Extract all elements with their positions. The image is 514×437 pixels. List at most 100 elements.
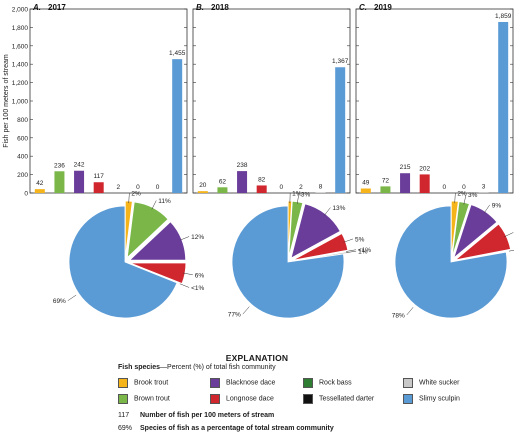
legend-item-brown-trout: Brown trout (118, 394, 170, 406)
legend-note-key: 69% (118, 425, 133, 432)
pie-leader-line (151, 200, 157, 210)
legend-subtitle: Fish species—Percent (%) of total fish c… (118, 364, 276, 371)
pie-label-brook-trout: 2% (131, 191, 141, 198)
legend-swatch (403, 394, 413, 404)
bar-longnose-dace (93, 182, 104, 193)
panel-year: 2017 (48, 3, 66, 12)
pie-leader-line (297, 193, 300, 204)
legend-item-rock-bass: Rock bass (303, 378, 352, 390)
pie-leader-line (67, 294, 77, 301)
pie-label-rock-bass: <1% (191, 285, 204, 292)
bar-value-label: 8 (319, 183, 323, 190)
bar-value-label: 1,367 (332, 58, 349, 65)
pie-leader-line (463, 194, 467, 205)
bar-value-label: 0 (156, 184, 160, 191)
pie-label-tessellated-darter: <1% (358, 247, 371, 254)
y-tick-label: 0 (24, 191, 28, 198)
legend-note-count: 117 Number of fish per 100 meters of stre… (118, 412, 274, 419)
bar-value-label: 238 (237, 162, 248, 169)
y-tick-label: 400 (17, 154, 28, 161)
bar-panel-2017: A. 2017 42 236 242 117 2 0 0 1,455 (29, 3, 188, 194)
y-tick-label: 1,400 (12, 62, 29, 69)
bar-panel-2019: C. 2019 49 72 215 202 0 0 3 1,859 (355, 3, 514, 194)
bar-value-label: 72 (382, 177, 390, 184)
panel-frame (355, 8, 514, 194)
pie-leader-line (454, 193, 456, 204)
y-tick-label: 1,800 (12, 25, 29, 32)
pie-label-blacknose-dace: 9% (492, 202, 502, 209)
legend-item-slimy-sculpin: Slimy sculpin (403, 394, 460, 406)
pie-leader-line (179, 236, 190, 241)
legend-item-blacknose-dace: Blacknose dace (210, 378, 275, 390)
legend-item-longnose-dace: Longnose dace (210, 394, 274, 406)
bar-value-label: 242 (74, 162, 85, 169)
legend-subtitle-rest: —Percent (%) of total fish community (160, 364, 276, 371)
legend-label: Slimy sculpin (419, 395, 460, 403)
pie-label-longnose-dace: 6% (195, 272, 205, 279)
panel-letter: A. (32, 3, 41, 12)
legend-label: Blacknose dace (226, 379, 276, 387)
bar-slimy-sculpin (172, 59, 183, 193)
bar-longnose-dace (419, 174, 430, 193)
pie-leader-line (504, 232, 514, 237)
figure: 02004006008001,0001,2001,4001,6001,8002,… (3, 3, 514, 319)
bar-value-label: 117 (94, 173, 105, 180)
pie-chart-2018: 1% 3%13%5%<1%1%77% (228, 191, 372, 319)
bar-value-label: 1,455 (169, 50, 186, 57)
bar-slimy-sculpin (498, 21, 509, 193)
legend-swatch (118, 394, 128, 404)
pie-chart-2017: 2% 11% 12% 6% <1% 69% (53, 191, 205, 319)
y-tick-label: 600 (17, 135, 28, 142)
legend-label: White sucker (419, 379, 460, 387)
bar-blacknose-dace (74, 170, 85, 193)
legend-item-white-sucker: White sucker (403, 378, 459, 390)
panel-year: 2018 (211, 3, 229, 12)
y-tick-label: 800 (17, 117, 28, 124)
y-tick-label: 1,600 (12, 43, 29, 50)
bar-value-label: 82 (258, 176, 266, 183)
bar-panel-2018: B. 2018 20 62 238 82 0 2 8 1,367 (192, 3, 351, 194)
pie-label-longnose-dace: 5% (355, 236, 365, 243)
legend-note-text: Species of fish as a percentage of total… (140, 425, 334, 432)
bar-value-label: 0 (462, 184, 466, 191)
bar-value-label: 20 (199, 182, 207, 189)
pie-label-slimy-sculpin: 78% (392, 312, 405, 319)
bar-charts: 02004006008001,0001,2001,4001,6001,8002,… (3, 3, 514, 198)
bar-value-label: 215 (400, 164, 411, 171)
pie-leader-line (346, 250, 357, 253)
pie-label-brown-trout: 3% (468, 192, 478, 199)
bar-value-label: 1,859 (495, 13, 512, 20)
legend-swatch (303, 378, 313, 388)
bar-value-label: 62 (219, 178, 227, 185)
bar-longnose-dace (256, 185, 267, 193)
bar-brook-trout (360, 188, 371, 193)
legend-note-key: 117 (118, 412, 130, 419)
bar-brook-trout (34, 189, 45, 193)
bar-value-label: 202 (419, 165, 430, 172)
panel-frame (192, 8, 351, 194)
bar-brown-trout (217, 187, 228, 193)
pie-label-slimy-sculpin: 69% (53, 298, 66, 305)
legend-swatch (210, 394, 220, 404)
pie-label-brown-trout: 11% (158, 198, 171, 205)
legend-item-tessellated-darter: Tessellated darter (303, 394, 374, 406)
bar-value-label: 42 (36, 180, 44, 187)
pie-label-brook-trout: 2% (457, 191, 467, 198)
y-axis-label: Fish per 100 meters of stream (3, 54, 10, 148)
pie-label-blacknose-dace: 12% (191, 234, 204, 241)
legend-swatch (210, 378, 220, 388)
legend-label: Brook trout (134, 379, 169, 387)
y-tick-label: 200 (17, 172, 28, 179)
panel-year: 2019 (374, 3, 392, 12)
pie-label-brown-trout: 3% (301, 191, 311, 198)
legend-label: Rock bass (319, 379, 352, 387)
bar-value-label: 0 (280, 184, 284, 191)
pie-leader-line (242, 306, 250, 315)
legend-label: Longnose dace (226, 395, 274, 403)
bar-slimy-sculpin (335, 67, 346, 193)
bar-brown-trout (380, 186, 391, 193)
pie-leader-line (179, 283, 190, 288)
pie-slice-slimy-sculpin (394, 205, 508, 319)
panel-letter: C. (359, 3, 367, 12)
pie-leader-line (182, 272, 193, 276)
